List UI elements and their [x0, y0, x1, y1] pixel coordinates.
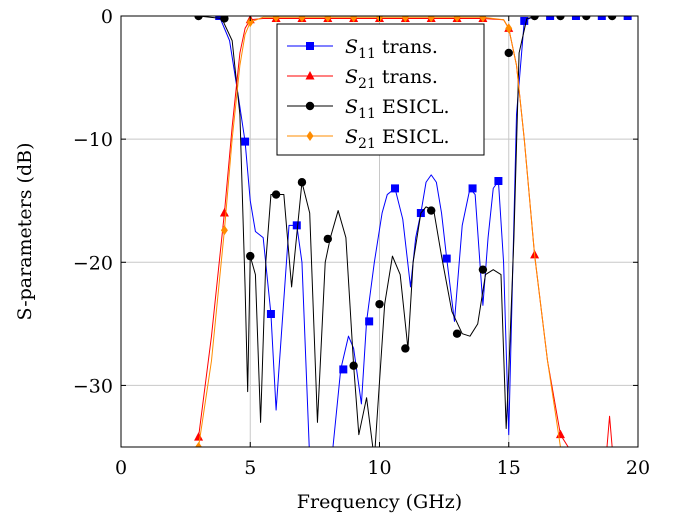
- y-tick-label: −20: [73, 252, 113, 274]
- data-point: [220, 225, 228, 236]
- series-layer: [194, 16, 633, 447]
- series-0: [198, 16, 633, 447]
- legend-marker: [306, 42, 314, 50]
- data-point: [623, 16, 632, 20]
- data-point: [220, 16, 229, 23]
- y-tick-label: −10: [73, 129, 113, 151]
- legend-marker: [305, 71, 315, 80]
- data-point: [292, 221, 301, 230]
- x-tick-label: 15: [497, 457, 521, 479]
- data-point: [298, 16, 306, 23]
- series-line: [198, 17, 613, 447]
- data-point: [546, 16, 555, 20]
- data-point: [391, 184, 400, 193]
- data-point: [323, 234, 332, 244]
- data-point: [427, 16, 435, 23]
- series-line: [198, 16, 561, 447]
- data-point: [504, 48, 513, 58]
- data-point: [582, 16, 591, 21]
- data-point: [272, 16, 280, 23]
- legend-label: S11 trans.: [345, 36, 438, 62]
- series-3: [195, 16, 561, 447]
- data-point: [452, 329, 462, 338]
- y-tick-label: −30: [73, 375, 113, 397]
- legend: S11 trans. S21 trans. S11 ESICL. S21 ESICL.: [276, 23, 485, 156]
- data-point: [479, 16, 487, 23]
- legend-label: S21 ESICL.: [345, 126, 449, 152]
- data-point: [505, 23, 513, 34]
- data-point: [607, 16, 617, 21]
- x-tick-label: 20: [626, 457, 650, 479]
- data-point: [375, 299, 384, 309]
- data-point: [555, 429, 565, 439]
- data-point: [442, 254, 451, 263]
- legend-label: S21 trans.: [345, 66, 438, 92]
- data-point: [266, 310, 275, 319]
- data-point: [297, 178, 307, 187]
- data-point: [530, 16, 539, 21]
- data-point: [494, 177, 503, 186]
- data-point: [349, 361, 358, 370]
- data-point: [571, 16, 580, 20]
- data-point: [478, 265, 488, 274]
- legend-marker: [306, 131, 314, 141]
- data-point: [271, 190, 281, 199]
- data-point: [597, 16, 606, 20]
- data-point: [219, 208, 229, 217]
- data-point: [194, 16, 203, 21]
- data-point: [468, 184, 477, 193]
- data-point: [401, 16, 409, 23]
- x-tick-label: 5: [244, 457, 256, 479]
- data-point: [339, 365, 348, 374]
- data-point: [365, 317, 374, 326]
- y-axis-label: S-parameters (dB): [14, 143, 36, 321]
- legend-marker: [305, 101, 315, 111]
- x-tick-label: 10: [367, 457, 391, 479]
- series-line: [198, 16, 631, 447]
- data-point: [520, 16, 529, 25]
- data-point: [556, 16, 565, 21]
- data-point: [401, 344, 410, 353]
- data-point: [453, 16, 461, 23]
- data-point: [324, 16, 332, 23]
- data-point: [427, 206, 436, 215]
- legend-label: S11 ESICL.: [345, 96, 449, 122]
- data-point: [246, 251, 255, 261]
- x-tick-label: 0: [115, 457, 127, 479]
- x-axis-label: Frequency (GHz): [297, 491, 462, 513]
- data-point: [241, 137, 250, 146]
- y-tick-label: 0: [101, 6, 113, 28]
- data-point: [194, 432, 204, 441]
- series-2: [194, 16, 631, 447]
- data-point: [195, 442, 203, 447]
- data-point: [246, 17, 254, 28]
- data-point: [350, 16, 358, 23]
- axis-ticks: 0 5 10 15 20 0 −10 −20 −30: [73, 6, 650, 479]
